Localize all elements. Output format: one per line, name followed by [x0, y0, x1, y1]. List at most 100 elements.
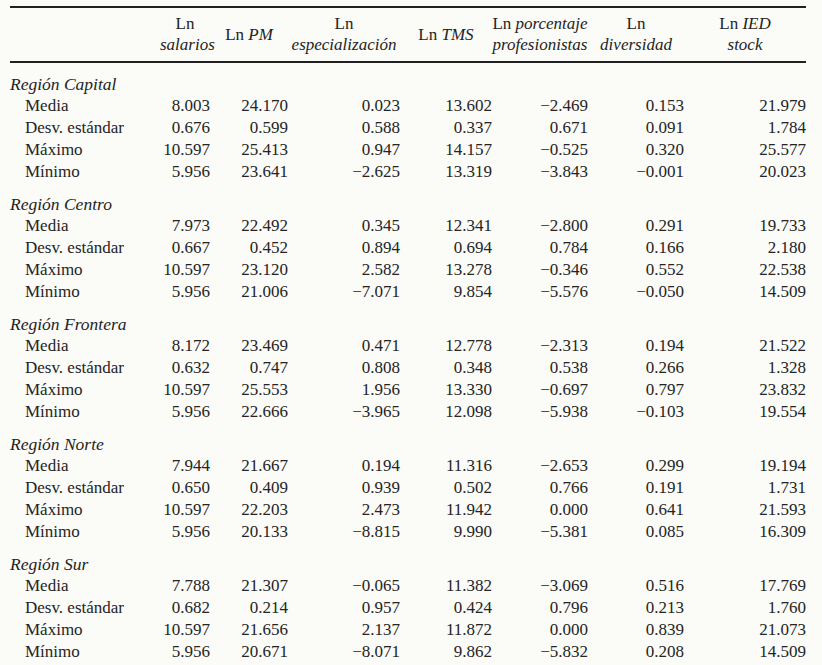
header-variable-name: especialización — [292, 35, 397, 54]
value-cell: 25.553 — [210, 379, 288, 401]
value-cell: 25.577 — [684, 139, 806, 161]
value-cell: 0.153 — [588, 95, 684, 117]
header-line: stock — [684, 34, 806, 55]
column-header-ln-salarios: Lnsalarios — [160, 7, 210, 62]
value-cell: 8.003 — [160, 95, 210, 117]
header-variable-name: diversidad — [600, 35, 672, 54]
header-variable-name: salarios — [160, 35, 215, 54]
descriptive-statistics-table: LnsalariosLn PMLnespecializaciónLn TMSLn… — [10, 6, 806, 665]
header-variable-name: TMS — [442, 25, 474, 44]
value-cell: 24.170 — [210, 95, 288, 117]
value-cell: 20.023 — [684, 161, 806, 183]
header-line: Ln porcentaje — [492, 13, 588, 34]
value-cell: −2.800 — [492, 215, 588, 237]
value-cell: 5.956 — [160, 281, 210, 303]
value-cell: 0.671 — [492, 117, 588, 139]
value-cell: 8.172 — [160, 335, 210, 357]
header-line: profesionistas — [492, 34, 588, 55]
value-cell: −5.832 — [492, 641, 588, 665]
value-cell: 9.854 — [400, 281, 492, 303]
value-cell: 0.766 — [492, 477, 588, 499]
region-row: Región Norte — [10, 423, 806, 455]
column-header-ln-tms: Ln TMS — [400, 7, 492, 62]
value-cell: 22.492 — [210, 215, 288, 237]
value-cell: 0.694 — [400, 237, 492, 259]
value-cell: 0.894 — [288, 237, 400, 259]
value-cell: 1.328 — [684, 357, 806, 379]
stat-label: Media — [10, 335, 160, 357]
stat-row: Media7.78821.307−0.06511.382−3.0690.5161… — [10, 575, 806, 597]
value-cell: 13.330 — [400, 379, 492, 401]
stat-label: Mínimo — [10, 161, 160, 183]
value-cell: 13.278 — [400, 259, 492, 281]
value-cell: 0.191 — [588, 477, 684, 499]
value-cell: 22.203 — [210, 499, 288, 521]
value-cell: −0.050 — [588, 281, 684, 303]
value-cell: 0.516 — [588, 575, 684, 597]
header-variable-name: PM — [248, 25, 273, 44]
region-name: Región Sur — [10, 543, 806, 575]
stat-label: Máximo — [10, 259, 160, 281]
value-cell: 1.956 — [288, 379, 400, 401]
value-cell: 1.731 — [684, 477, 806, 499]
value-cell: 20.671 — [210, 641, 288, 665]
value-cell: 0.552 — [588, 259, 684, 281]
value-cell: 0.784 — [492, 237, 588, 259]
value-cell: −5.576 — [492, 281, 588, 303]
header-line: Ln PM — [210, 24, 288, 45]
stat-label: Mínimo — [10, 641, 160, 665]
value-cell: 23.832 — [684, 379, 806, 401]
value-cell: 0.213 — [588, 597, 684, 619]
value-cell: 19.733 — [684, 215, 806, 237]
corner-cell — [10, 7, 160, 62]
header-ln-prefix: Ln — [418, 25, 441, 44]
value-cell: 25.413 — [210, 139, 288, 161]
stat-label: Desv. estándar — [10, 237, 160, 259]
value-cell: 2.473 — [288, 499, 400, 521]
header-line: Ln — [288, 13, 400, 34]
value-cell: 0.424 — [400, 597, 492, 619]
value-cell: −0.346 — [492, 259, 588, 281]
value-cell: −7.071 — [288, 281, 400, 303]
stat-label: Media — [10, 215, 160, 237]
stat-label: Desv. estándar — [10, 477, 160, 499]
table-body: Región CapitalMedia8.00324.1700.02313.60… — [10, 62, 806, 665]
table-header: LnsalariosLn PMLnespecializaciónLn TMSLn… — [10, 7, 806, 62]
region-name: Región Frontera — [10, 303, 806, 335]
value-cell: 22.538 — [684, 259, 806, 281]
value-cell: 0.085 — [588, 521, 684, 543]
value-cell: −0.103 — [588, 401, 684, 423]
stat-label: Mínimo — [10, 521, 160, 543]
value-cell: 5.956 — [160, 641, 210, 665]
value-cell: 5.956 — [160, 401, 210, 423]
value-cell: 12.098 — [400, 401, 492, 423]
value-cell: 0.299 — [588, 455, 684, 477]
value-cell: 0.682 — [160, 597, 210, 619]
stat-row: Mínimo5.95621.006−7.0719.854−5.576−0.050… — [10, 281, 806, 303]
value-cell: 5.956 — [160, 521, 210, 543]
value-cell: 0.291 — [588, 215, 684, 237]
value-cell: 0.348 — [400, 357, 492, 379]
value-cell: −2.653 — [492, 455, 588, 477]
column-header-ln-especializacion: Lnespecialización — [288, 7, 400, 62]
stat-row: Desv. estándar0.6760.5990.5880.3370.6710… — [10, 117, 806, 139]
stat-row: Mínimo5.95620.671−8.0719.862−5.8320.2081… — [10, 641, 806, 665]
value-cell: 23.641 — [210, 161, 288, 183]
value-cell: 21.979 — [684, 95, 806, 117]
value-cell: −3.069 — [492, 575, 588, 597]
stat-label: Máximo — [10, 139, 160, 161]
stat-row: Máximo10.59725.4130.94714.157−0.5250.320… — [10, 139, 806, 161]
value-cell: 0.957 — [288, 597, 400, 619]
value-cell: 14.157 — [400, 139, 492, 161]
value-cell: 23.469 — [210, 335, 288, 357]
stat-row: Media7.94421.6670.19411.316−2.6530.29919… — [10, 455, 806, 477]
region-name: Región Capital — [10, 62, 806, 95]
value-cell: 11.872 — [400, 619, 492, 641]
stat-label: Máximo — [10, 379, 160, 401]
value-cell: −0.001 — [588, 161, 684, 183]
value-cell: 10.597 — [160, 379, 210, 401]
value-cell: 10.597 — [160, 139, 210, 161]
stat-row: Media8.17223.4690.47112.778−2.3130.19421… — [10, 335, 806, 357]
value-cell: 9.990 — [400, 521, 492, 543]
value-cell: 10.597 — [160, 619, 210, 641]
